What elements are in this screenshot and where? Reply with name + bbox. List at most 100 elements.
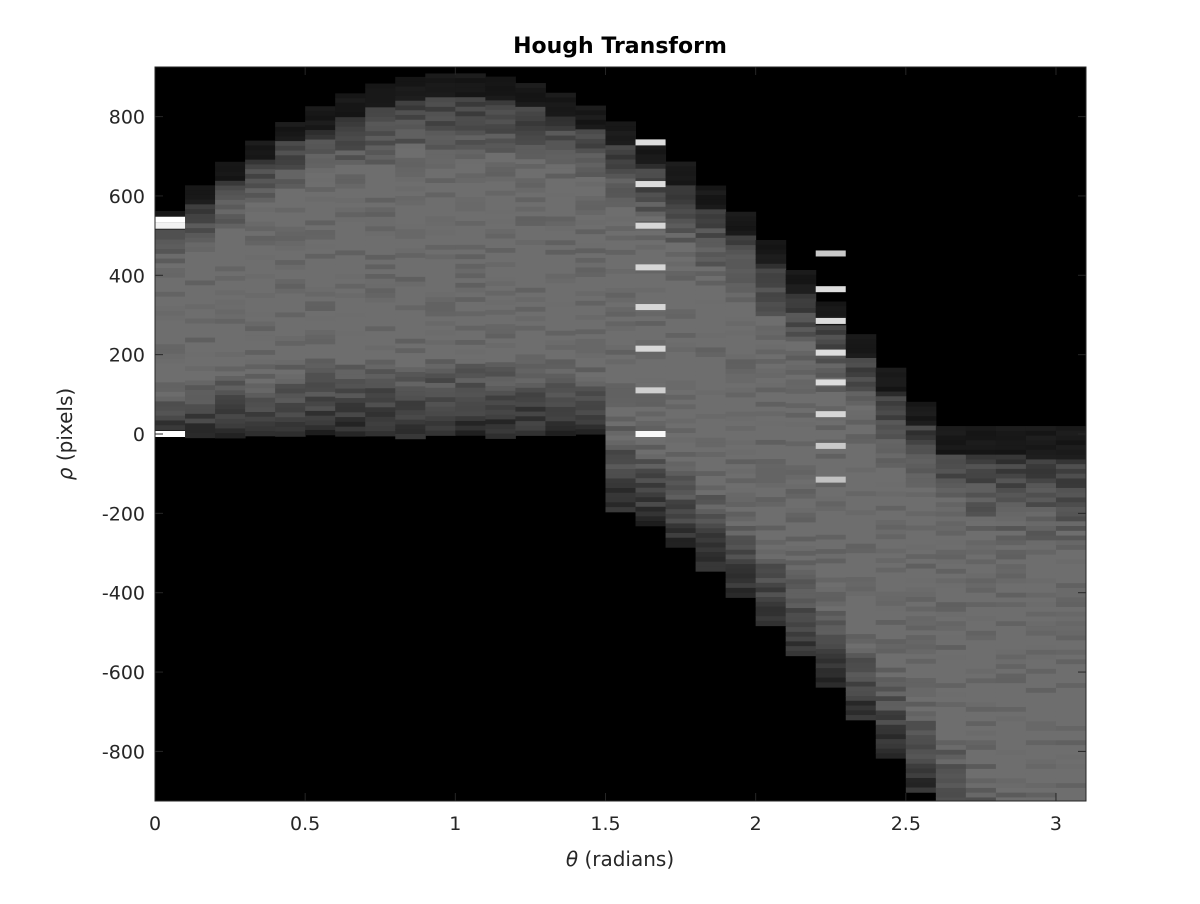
heatmap-cell [305,187,336,193]
heatmap-cell [395,153,426,159]
heatmap-cell [965,726,997,732]
heatmap-cell [605,273,637,280]
heatmap-cell [575,410,606,416]
heatmap-cell [275,312,306,318]
heatmap-cell [275,326,306,333]
heatmap-cell [1056,869,1087,874]
heatmap-cell [185,237,216,243]
heatmap-cell [1025,754,1057,760]
heatmap-cell [515,130,546,136]
heatmap-cell [275,383,306,390]
heatmap-cell [875,691,907,697]
heatmap-cell [965,492,997,498]
heatmap-cell [425,292,456,298]
heatmap-cell [305,177,336,183]
heatmap-cell [395,248,426,254]
heatmap-cell [995,749,1027,756]
heatmap-cell [665,204,697,210]
heatmap-cell [395,176,426,183]
heatmap-cell [1055,611,1086,618]
heatmap-cell [755,344,787,350]
heatmap-cell [875,696,907,702]
heatmap-cell [725,278,757,284]
heatmap-cell [905,406,937,412]
heatmap-cell [995,616,1027,622]
heatmap-cell [725,492,757,498]
heatmap-cell [665,171,697,177]
heatmap-cell [1025,654,1057,660]
heatmap-cell [605,473,637,480]
heatmap-cell [305,301,336,307]
heatmap-cell [665,190,697,196]
heatmap-cell [935,564,967,570]
heatmap-cell [785,593,817,600]
heatmap-cell [635,144,667,151]
heatmap-cell [485,200,516,206]
peak-mark [815,411,846,418]
heatmap-cell [515,402,546,408]
heatmap-cell [635,206,667,213]
heatmap-cell [395,405,426,411]
heatmap-cell [425,216,456,222]
heatmap-cell [455,273,486,279]
heatmap-cell [515,244,546,251]
heatmap-cell [725,364,757,370]
y-tick-label: 800 [109,107,145,129]
heatmap-cell [635,516,667,522]
heatmap-cell [275,250,306,256]
heatmap-cell [905,478,937,484]
heatmap-cell [1055,759,1086,765]
heatmap-cell [275,150,306,156]
heatmap-cell [635,492,667,498]
heatmap-cell [755,397,787,403]
heatmap-cell [755,568,787,574]
heatmap-cell [305,401,336,407]
heatmap-cell [275,226,306,233]
heatmap-cell [965,487,997,494]
heatmap-cell [245,254,276,261]
heatmap-cell [395,367,426,373]
heatmap-cell [425,382,456,389]
heatmap-cell [905,758,937,765]
heatmap-cell [845,548,877,554]
heatmap-cell [875,753,907,759]
heatmap-cell [575,286,606,292]
heatmap-cell [215,199,246,206]
heatmap-cell [185,332,216,339]
heatmap-cell [545,373,576,379]
heatmap-cell [1025,516,1057,522]
heatmap-cell [725,349,757,356]
heatmap-cell [695,547,727,553]
heatmap-cell [395,267,426,273]
heatmap-cell [545,368,576,375]
heatmap-cell [755,592,787,598]
heatmap-cell [1055,621,1086,627]
heatmap-cell [365,221,396,227]
heatmap-cell [605,402,637,408]
heatmap-cell [155,415,186,421]
heatmap-cell [335,112,366,118]
heatmap-cell [425,411,456,417]
heatmap-cell [515,430,546,436]
heatmap-cell [996,840,1027,845]
heatmap-cell [755,239,787,246]
heatmap-cell [905,763,937,769]
heatmap-cell [1055,640,1086,646]
heatmap-cell [995,606,1027,613]
heatmap-cell [305,329,336,336]
heatmap-cell [1055,587,1086,594]
heatmap-cell [545,107,576,113]
heatmap-cell [845,515,877,521]
heatmap-cell [185,328,216,334]
heatmap-cell [815,506,847,512]
heatmap-cell [365,240,396,246]
heatmap-cell [995,626,1027,632]
heatmap-cell [875,605,907,612]
heatmap-cell [335,188,366,194]
heatmap-cell [815,396,847,402]
heatmap-cell [485,219,516,225]
peak-mark [815,250,846,257]
heatmap-cell [725,235,757,241]
heatmap-cell [275,369,306,375]
heatmap-cell [485,238,516,244]
